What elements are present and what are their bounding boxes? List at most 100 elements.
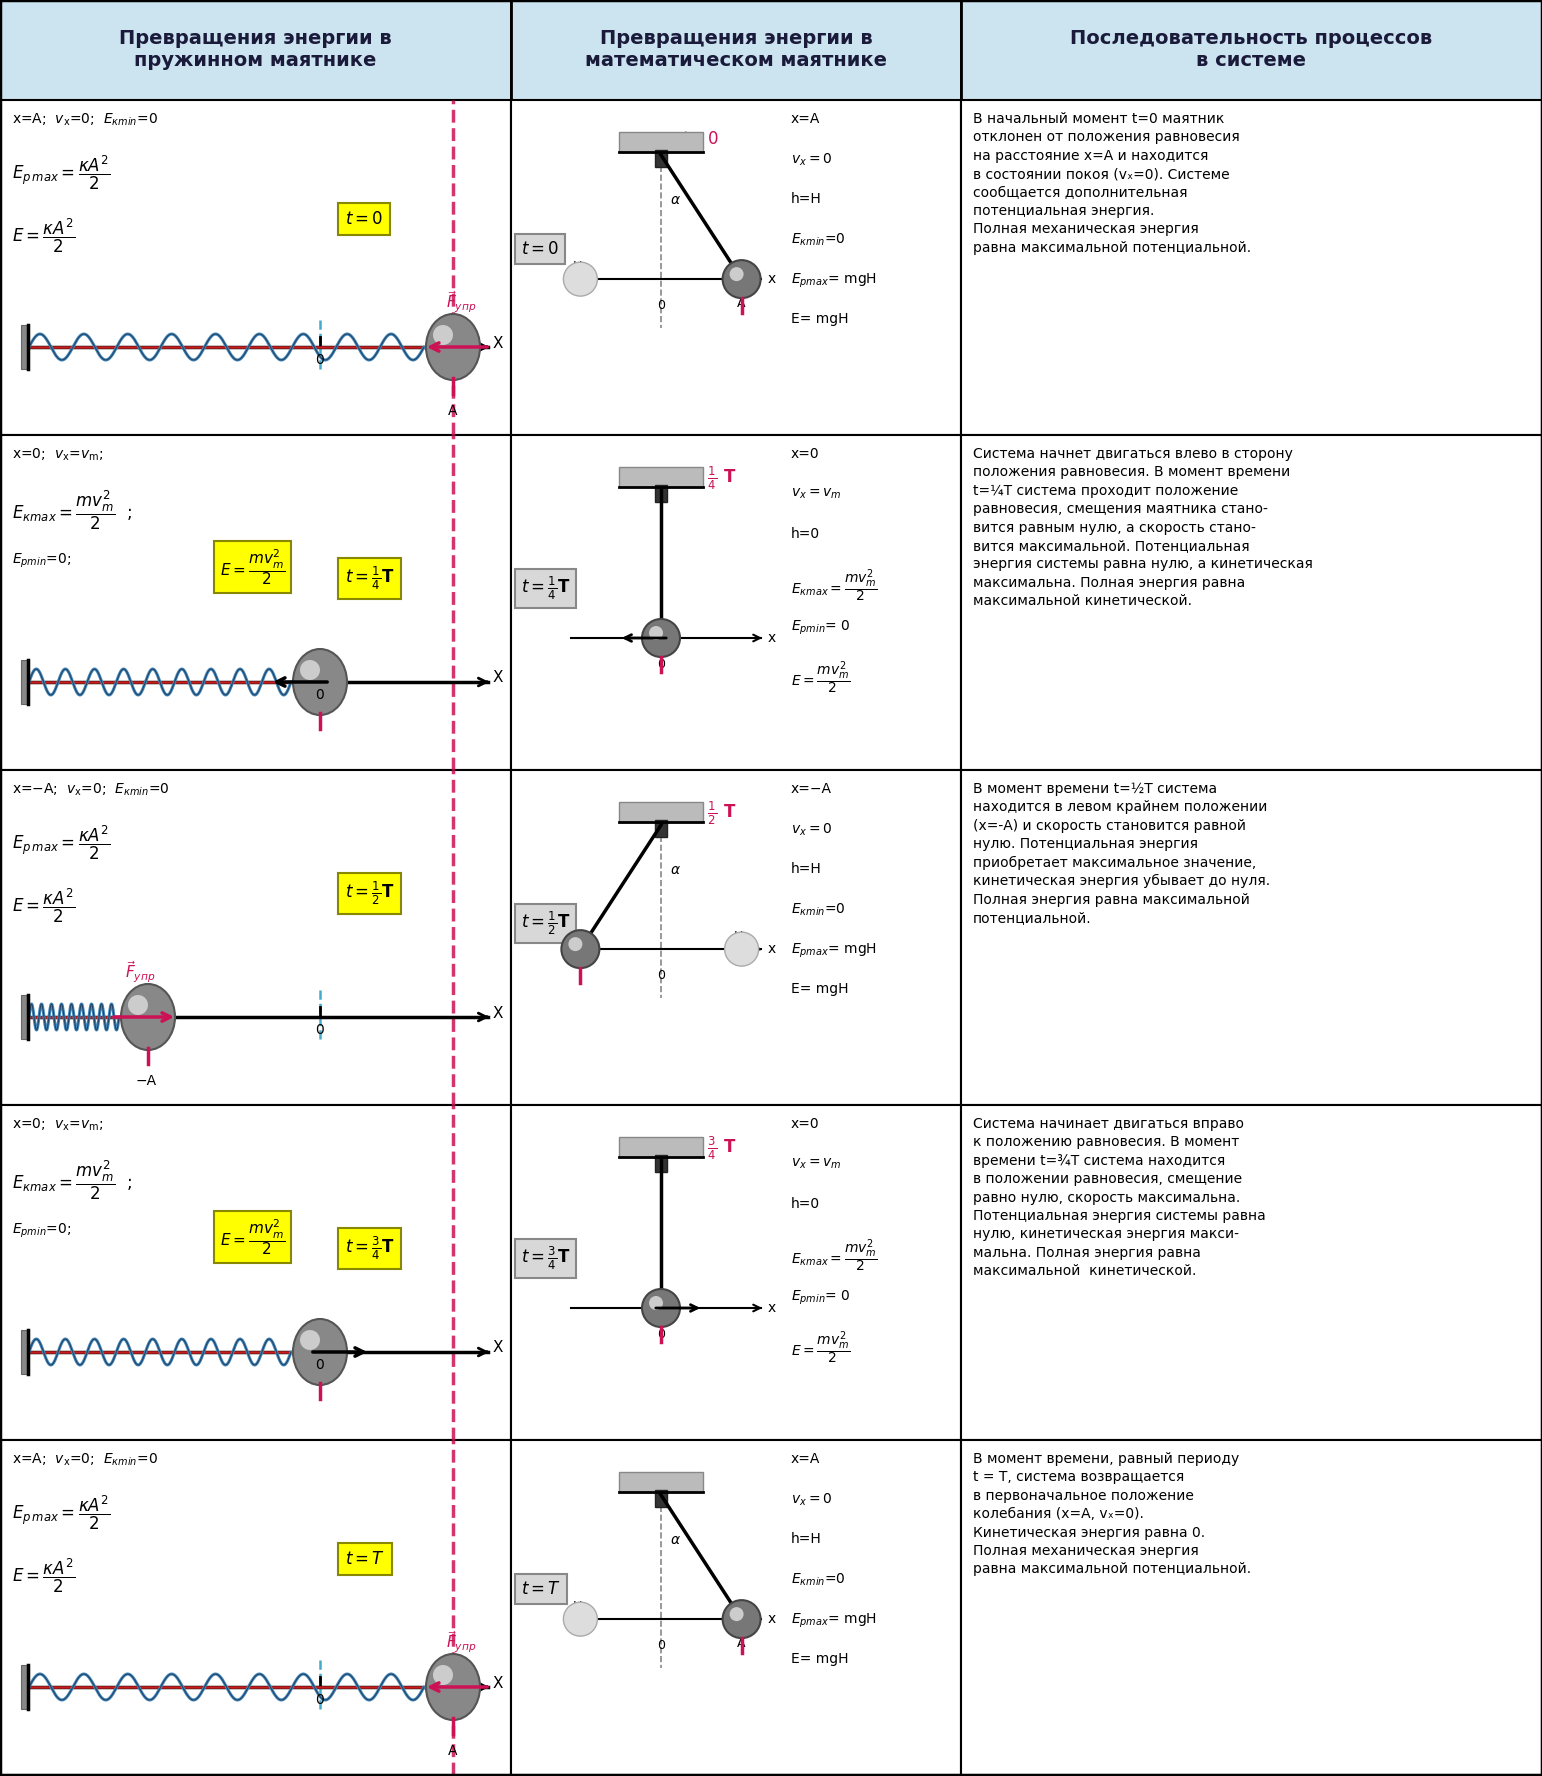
Text: X: X	[493, 1341, 504, 1355]
Ellipse shape	[301, 1330, 321, 1350]
Bar	[618, 467, 703, 487]
Bar	[961, 435, 1542, 771]
Text: 0: 0	[316, 1359, 324, 1373]
Ellipse shape	[563, 263, 597, 297]
Text: $v_x=0$: $v_x=0$	[791, 822, 833, 838]
Text: $E_{рmin}$= 0: $E_{рmin}$= 0	[791, 1289, 851, 1307]
Text: $E_{р\,max} = \dfrac{\kappa A^2}{2}$: $E_{р\,max} = \dfrac{\kappa A^2}{2}$	[12, 824, 111, 863]
Text: h=H: h=H	[791, 861, 822, 876]
Text: $t=\frac{1}{2}$T: $t=\frac{1}{2}$T	[345, 879, 395, 908]
Text: $E_{кmax} = \dfrac{mv_m^2}{2}$  ;: $E_{кmax} = \dfrac{mv_m^2}{2}$ ;	[12, 1160, 133, 1202]
Text: $t=0$: $t=0$	[682, 130, 720, 147]
Text: $\vec{F}_{упр}$: $\vec{F}_{упр}$	[125, 959, 156, 986]
Text: $\alpha$: $\alpha$	[671, 1533, 682, 1547]
Ellipse shape	[723, 1600, 760, 1637]
Bar	[510, 1440, 961, 1774]
Bar	[510, 99, 961, 435]
Bar	[510, 435, 961, 771]
Bar	[0, 435, 510, 771]
Text: A: A	[737, 1637, 746, 1650]
Bar	[0, 0, 510, 99]
Bar	[618, 1472, 703, 1492]
Text: $t=\frac{1}{4}$T: $t=\frac{1}{4}$T	[345, 565, 395, 593]
Bar	[0, 771, 510, 1105]
Text: $E = \dfrac{\kappa A^2}{2}$: $E = \dfrac{\kappa A^2}{2}$	[12, 217, 76, 256]
Text: A: A	[737, 297, 746, 311]
Bar	[618, 1137, 703, 1156]
Bar	[961, 0, 1542, 99]
Text: X: X	[493, 1675, 504, 1691]
Ellipse shape	[433, 325, 453, 345]
Ellipse shape	[649, 625, 663, 639]
Ellipse shape	[649, 1296, 663, 1311]
Ellipse shape	[120, 984, 174, 1050]
Text: x=A: x=A	[791, 112, 820, 126]
Text: Превращения энергии в
пружинном маятнике: Превращения энергии в пружинном маятнике	[119, 30, 392, 71]
Ellipse shape	[569, 938, 583, 952]
Text: h=H: h=H	[791, 192, 822, 206]
Ellipse shape	[561, 931, 600, 968]
Text: $t=\frac{1}{2}$ T: $t=\frac{1}{2}$ T	[682, 799, 737, 828]
Bar	[961, 1105, 1542, 1440]
Text: A: A	[449, 403, 458, 417]
Text: X: X	[493, 336, 504, 350]
Bar	[655, 485, 668, 503]
Bar	[22, 1666, 29, 1709]
Text: x: x	[768, 1302, 776, 1314]
Bar	[22, 1330, 29, 1375]
Text: $t=\frac{3}{4}$T: $t=\frac{3}{4}$T	[521, 1245, 571, 1272]
Text: $\alpha$: $\alpha$	[671, 194, 682, 208]
Text: $t=\frac{3}{4}$ T: $t=\frac{3}{4}$ T	[682, 1135, 737, 1163]
Ellipse shape	[725, 932, 759, 966]
Text: $E_{рmin}$= 0: $E_{рmin}$= 0	[791, 620, 851, 638]
Bar	[618, 803, 703, 822]
Ellipse shape	[426, 1653, 480, 1719]
Bar	[961, 1440, 1542, 1774]
Text: 0: 0	[316, 1023, 324, 1037]
Bar	[0, 1440, 510, 1774]
Text: $\vec{F}_{упр}$: $\vec{F}_{упр}$	[446, 289, 476, 314]
Bar	[0, 1105, 510, 1440]
Ellipse shape	[729, 1607, 743, 1621]
Ellipse shape	[293, 648, 347, 716]
Text: $E_{кmax} = \dfrac{mv_m^2}{2}$  ;: $E_{кmax} = \dfrac{mv_m^2}{2}$ ;	[12, 488, 133, 533]
Text: $E= \dfrac{mv_m^2}{2}$: $E= \dfrac{mv_m^2}{2}$	[791, 659, 850, 696]
Bar	[655, 149, 668, 167]
Text: H: H	[572, 259, 581, 274]
Text: x=0: x=0	[791, 1117, 820, 1131]
Text: $t=T$: $t=T$	[521, 1581, 561, 1598]
Text: $E = \dfrac{\kappa A^2}{2}$: $E = \dfrac{\kappa A^2}{2}$	[12, 1558, 76, 1595]
Ellipse shape	[293, 1320, 347, 1385]
Bar	[961, 99, 1542, 435]
Text: $E_{кmax}= \dfrac{mv_m^2}{2}$: $E_{кmax}= \dfrac{mv_m^2}{2}$	[791, 1238, 877, 1273]
Text: $E = \dfrac{\kappa A^2}{2}$: $E = \dfrac{\kappa A^2}{2}$	[12, 886, 76, 925]
Text: X: X	[493, 1005, 504, 1021]
Bar	[22, 325, 29, 369]
Text: x: x	[768, 272, 776, 286]
Bar	[655, 1154, 668, 1172]
Ellipse shape	[433, 1666, 453, 1685]
Text: X: X	[493, 671, 504, 686]
Text: $E_{рmax}$= mgH: $E_{рmax}$= mgH	[791, 272, 877, 289]
Text: H: H	[734, 931, 743, 943]
Text: $E = \dfrac{mv_m^2}{2}$: $E = \dfrac{mv_m^2}{2}$	[221, 1217, 285, 1257]
Text: H: H	[572, 1600, 581, 1613]
Text: x: x	[768, 941, 776, 955]
Text: $v_x=0$: $v_x=0$	[791, 153, 833, 169]
Bar	[0, 99, 510, 435]
Text: $v_x=v_m$: $v_x=v_m$	[791, 1156, 842, 1172]
Text: E= mgH: E= mgH	[791, 982, 848, 996]
Text: h=H: h=H	[791, 1533, 822, 1545]
Bar	[510, 771, 961, 1105]
Text: $E_{р\,max} = \dfrac{\kappa A^2}{2}$: $E_{р\,max} = \dfrac{\kappa A^2}{2}$	[12, 1494, 111, 1533]
Text: $t=\frac{1}{4}$T: $t=\frac{1}{4}$T	[521, 575, 571, 602]
Text: $t=\frac{1}{2}$T: $t=\frac{1}{2}$T	[521, 909, 571, 938]
Text: 0: 0	[316, 687, 324, 702]
Text: 0: 0	[657, 1328, 665, 1341]
Bar	[22, 661, 29, 703]
Text: 0: 0	[316, 353, 324, 368]
Text: x=−A;  $v_{\rm x}$=0;  $E_{кmin}$=0: x=−A; $v_{\rm x}$=0; $E_{кmin}$=0	[12, 781, 170, 799]
Ellipse shape	[426, 314, 480, 380]
Bar	[655, 821, 668, 836]
Bar	[22, 995, 29, 1039]
